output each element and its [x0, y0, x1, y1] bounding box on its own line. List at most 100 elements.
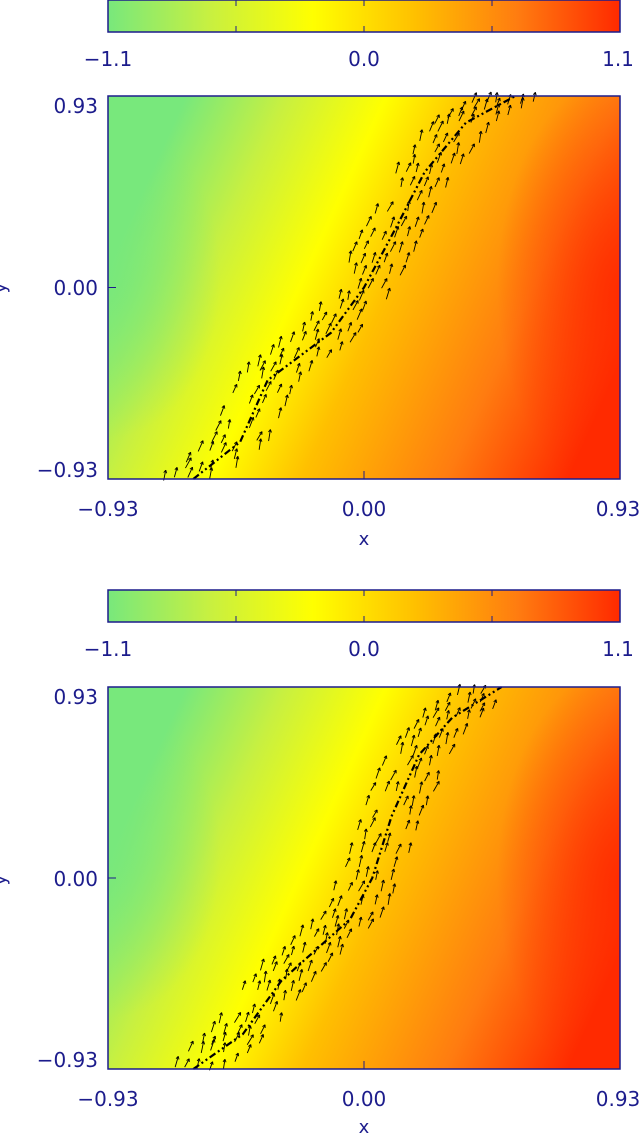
- vector-arrow: [407, 754, 414, 766]
- chart-panel-top: −1.1 0.0 1.1 0.93 0.00 −0.93 −0.93 0.00 …: [0, 0, 640, 550]
- vector-arrow: [220, 434, 226, 444]
- vector-arrow: [337, 895, 343, 907]
- colorbar-min-label: −1.1: [84, 47, 133, 71]
- vector-arrow: [283, 954, 290, 964]
- colorbar-min-label: −1.1: [84, 637, 133, 661]
- vector-arrow: [419, 781, 424, 794]
- vector-arrow: [251, 1003, 256, 1014]
- vector-arrow: [360, 894, 365, 905]
- vector-arrow: [259, 360, 266, 371]
- vector-arrow: [367, 911, 374, 921]
- vector-arrow: [266, 979, 272, 991]
- vector-arrow: [322, 924, 327, 935]
- vector-arrow: [363, 240, 369, 250]
- vector-arrow: [414, 216, 420, 227]
- vector-arrow: [446, 692, 452, 703]
- vector-arrow: [220, 405, 226, 416]
- vector-arrow: [450, 152, 456, 164]
- vector-arrow: [222, 1042, 227, 1053]
- vector-arrow: [381, 278, 388, 289]
- x-tick-left: −0.93: [77, 1087, 138, 1111]
- vector-arrow: [432, 780, 440, 792]
- x-tick-left: −0.93: [77, 497, 138, 521]
- vector-arrow: [386, 201, 394, 212]
- vector-arrow: [263, 970, 268, 983]
- y-tick-bottom: −0.93: [37, 1048, 98, 1072]
- vector-arrow: [405, 252, 411, 263]
- vector-arrow: [313, 320, 320, 332]
- vector-arrow: [383, 252, 389, 263]
- colorbar-mid-label: 0.0: [348, 637, 380, 661]
- vector-arrow: [418, 804, 425, 816]
- vector-arrow: [434, 143, 440, 153]
- vector-arrow: [290, 935, 296, 946]
- vector-arrow: [227, 419, 232, 429]
- vector-arrow: [241, 980, 247, 990]
- vector-arrow: [413, 719, 420, 729]
- vector-arrow: [429, 754, 433, 766]
- vector-arrow: [279, 1012, 284, 1022]
- vector-arrow: [299, 924, 305, 937]
- vector-arrow: [301, 982, 307, 993]
- vector-arrow: [337, 328, 343, 340]
- vector-arrow: [389, 241, 397, 252]
- vector-arrow: [173, 467, 179, 478]
- vector-arrow: [532, 92, 537, 102]
- vector-arrow: [347, 322, 353, 332]
- vector-arrow: [273, 1000, 279, 1012]
- vector-arrow: [462, 722, 469, 735]
- x-tick-middle: 0.00: [342, 1087, 387, 1111]
- vector-arrow: [347, 881, 353, 891]
- vector-arrow: [424, 715, 430, 726]
- vector-arrow: [408, 842, 413, 853]
- vector-arrow: [395, 161, 401, 174]
- vector-arrow: [360, 840, 366, 853]
- vector-arrow: [370, 227, 376, 237]
- y-tick-middle: 0.00: [53, 867, 98, 891]
- vector-arrow: [326, 349, 332, 358]
- vector-arrow: [237, 370, 242, 382]
- vector-arrow: [415, 820, 420, 831]
- vector-arrow: [446, 710, 451, 720]
- vector-arrow: [419, 129, 424, 141]
- vector-arrow: [254, 1014, 261, 1024]
- vector-arrow: [358, 916, 363, 927]
- vector-arrow: [437, 120, 444, 132]
- vector-arrow: [285, 962, 292, 973]
- vector-arrow: [339, 298, 345, 309]
- vector-arrow: [236, 1024, 243, 1035]
- vector-arrow: [188, 1040, 194, 1052]
- vector-arrow: [321, 311, 328, 321]
- vector-arrow: [339, 943, 344, 955]
- vector-arrow: [486, 91, 492, 103]
- vector-arrow: [460, 100, 467, 112]
- vector-arrow: [210, 1020, 216, 1033]
- vector-arrow: [467, 691, 472, 703]
- vector-arrow: [272, 961, 278, 972]
- heatmap-field: [108, 96, 620, 479]
- interface-line: [192, 95, 516, 480]
- vector-arrow: [384, 780, 391, 792]
- vector-arrow: [257, 980, 262, 991]
- vector-arrow: [459, 153, 465, 165]
- y-tick-bottom: −0.93: [37, 458, 98, 482]
- vector-arrow: [436, 151, 443, 163]
- vector-arrow: [265, 381, 272, 391]
- vector-arrow: [211, 1035, 217, 1045]
- vector-arrow: [326, 941, 332, 954]
- vector-arrow: [290, 331, 296, 343]
- vector-arrow: [399, 264, 406, 276]
- vector-arrow: [279, 354, 284, 365]
- vector-arrow: [223, 1023, 228, 1035]
- vector-arrow: [479, 702, 486, 712]
- vector-arrow: [220, 442, 227, 453]
- vector-arrow: [268, 429, 272, 442]
- vector-arrow: [424, 745, 429, 755]
- vector-arrow: [209, 459, 215, 470]
- vector-arrow: [405, 162, 412, 172]
- vector-arrow: [255, 408, 261, 418]
- vector-arrow: [349, 842, 354, 854]
- vector-arrow: [428, 185, 433, 198]
- vector-arrow: [375, 767, 381, 779]
- vector-arrow: [356, 308, 363, 320]
